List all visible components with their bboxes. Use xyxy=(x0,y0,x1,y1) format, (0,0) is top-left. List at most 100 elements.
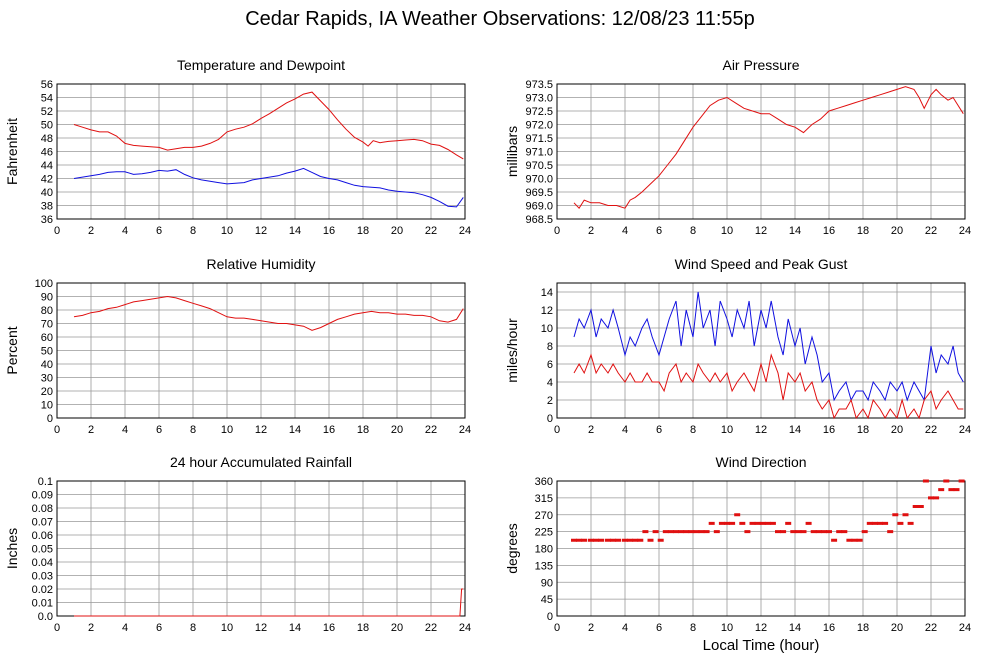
data-point xyxy=(622,538,628,542)
y-axis-label: degrees xyxy=(504,523,520,574)
x-tick-label: 14 xyxy=(289,622,301,634)
data-point xyxy=(678,530,685,534)
x-tick-label: 12 xyxy=(755,622,767,634)
x-tick-label: 20 xyxy=(891,424,903,436)
x-tick-label: 18 xyxy=(857,424,869,436)
y-tick-label: 50 xyxy=(41,120,53,132)
data-point xyxy=(637,538,644,542)
data-point xyxy=(912,505,919,508)
y-axis-label: Fahrenheit xyxy=(4,118,20,185)
y-tick-label: 36 xyxy=(41,214,53,226)
chart-title: Temperature and Dewpoint xyxy=(177,57,345,73)
x-tick-label: 16 xyxy=(823,424,835,436)
data-point xyxy=(593,538,600,542)
data-point xyxy=(866,521,873,525)
y-tick-label: 8 xyxy=(547,341,553,353)
y-axis-label: millibars xyxy=(504,126,520,177)
chart-title: Wind Speed and Peak Gust xyxy=(675,256,848,272)
y-axis-label: miles/hour xyxy=(504,318,520,383)
x-tick-label: 8 xyxy=(190,622,196,634)
x-tick-label: 6 xyxy=(656,424,662,436)
data-point xyxy=(836,530,843,534)
page-title: Cedar Rapids, IA Weather Observations: 1… xyxy=(245,8,755,30)
x-tick-label: 8 xyxy=(190,424,196,436)
data-point xyxy=(831,538,838,542)
x-tick-label: 16 xyxy=(823,622,835,634)
data-point xyxy=(754,521,761,525)
y-axis-label: Percent xyxy=(4,326,20,374)
series-line xyxy=(573,86,964,210)
x-tick-label: 4 xyxy=(122,424,128,436)
chart-title: 24 hour Accumulated Rainfall xyxy=(170,454,352,470)
x-tick-label: 18 xyxy=(357,622,369,634)
x-tick-label: 18 xyxy=(857,622,869,634)
y-tick-label: 90 xyxy=(41,292,53,304)
data-point xyxy=(943,479,950,483)
x-tick-label: 20 xyxy=(891,622,903,634)
y-tick-label: 2 xyxy=(547,395,553,407)
data-point xyxy=(759,521,766,525)
x-tick-label: 4 xyxy=(122,225,128,237)
x-tick-label: 24 xyxy=(959,622,971,634)
x-tick-label: 20 xyxy=(391,622,403,634)
data-point xyxy=(933,496,940,500)
series-line xyxy=(73,167,464,208)
y-tick-label: 40 xyxy=(41,359,53,371)
y-tick-label: 0.03 xyxy=(32,571,53,583)
data-point xyxy=(764,521,771,525)
x-tick-label: 8 xyxy=(690,424,696,436)
data-point xyxy=(703,530,710,534)
y-tick-label: 14 xyxy=(541,287,553,299)
x-tick-label: 2 xyxy=(588,225,594,237)
data-point xyxy=(605,538,611,542)
x-tick-label: 20 xyxy=(891,225,903,237)
data-point xyxy=(810,530,817,534)
data-point xyxy=(718,521,725,525)
y-tick-label: 80 xyxy=(41,305,53,317)
data-point xyxy=(673,530,679,534)
data-point xyxy=(627,538,634,542)
series-line xyxy=(73,295,464,331)
x-tick-label: 2 xyxy=(88,225,94,237)
data-point xyxy=(882,521,889,525)
y-tick-label: 973.5 xyxy=(525,79,553,91)
y-tick-label: 0 xyxy=(547,413,553,425)
plot-frame xyxy=(556,83,966,220)
y-tick-label: 180 xyxy=(535,544,553,556)
data-point xyxy=(805,521,812,525)
x-tick-label: 14 xyxy=(289,225,301,237)
data-point xyxy=(598,538,605,542)
x-tick-label: 22 xyxy=(925,424,937,436)
data-point xyxy=(708,521,715,525)
x-tick-label: 24 xyxy=(459,622,471,634)
plot-frame xyxy=(556,480,966,617)
x-tick-label: 10 xyxy=(721,622,733,634)
y-tick-label: 0.0 xyxy=(38,611,53,623)
x-tick-label: 20 xyxy=(391,225,403,237)
data-point xyxy=(907,521,914,525)
x-tick-label: 0 xyxy=(554,225,560,237)
data-point xyxy=(887,530,894,534)
data-point xyxy=(938,488,945,492)
y-tick-label: 10 xyxy=(541,323,553,335)
y-tick-label: 30 xyxy=(41,373,53,385)
y-tick-label: 90 xyxy=(541,577,553,589)
data-point xyxy=(632,538,639,542)
y-tick-label: 970.0 xyxy=(525,174,553,186)
data-point xyxy=(571,538,577,542)
y-tick-label: 135 xyxy=(535,560,553,572)
x-tick-label: 2 xyxy=(88,622,94,634)
x-tick-label: 22 xyxy=(425,622,437,634)
data-point xyxy=(688,530,695,534)
data-point xyxy=(744,530,751,534)
y-tick-label: 12 xyxy=(541,305,553,317)
x-tick-label: 22 xyxy=(925,622,937,634)
x-tick-label: 14 xyxy=(789,424,801,436)
x-tick-label: 12 xyxy=(755,424,767,436)
data-point xyxy=(922,479,929,483)
data-point xyxy=(826,530,832,534)
y-tick-label: 971.5 xyxy=(525,133,553,145)
x-tick-label: 14 xyxy=(289,424,301,436)
